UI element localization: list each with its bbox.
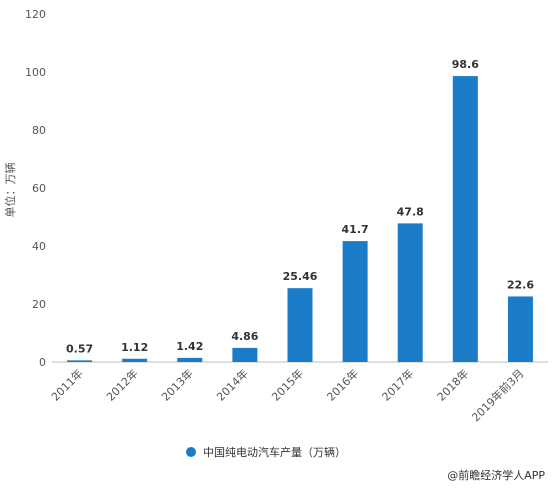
- y-tick-label: 20: [32, 298, 46, 311]
- x-tick-label: 2018年: [434, 366, 471, 403]
- y-tick-label: 40: [32, 240, 46, 253]
- x-tick-label: 2015年: [269, 366, 306, 403]
- source-credit: @前瞻经济学人APP: [447, 469, 545, 482]
- data-label: 4.86: [231, 330, 258, 343]
- data-label: 41.7: [342, 223, 369, 236]
- bar: [342, 241, 368, 362]
- data-label: 0.57: [66, 342, 93, 355]
- x-tick-label: 2014年: [214, 366, 251, 403]
- bar: [507, 296, 533, 362]
- y-tick-label: 100: [25, 66, 46, 79]
- y-tick-label: 120: [25, 8, 46, 21]
- data-label: 1.42: [176, 340, 203, 353]
- y-tick-label: 60: [32, 182, 46, 195]
- x-tick-label: 2013年: [158, 366, 195, 403]
- x-tick-label: 2016年: [324, 366, 361, 403]
- bar: [397, 223, 423, 362]
- y-tick-label: 0: [39, 356, 46, 369]
- legend: 中国纯电动汽车产量（万辆）: [186, 444, 346, 460]
- legend-label: 中国纯电动汽车产量（万辆）: [203, 446, 346, 459]
- bar: [177, 357, 203, 362]
- data-labels: 0.57 1.12 1.42 4.86 25.46 41.7 47.8 98.6 22.6: [66, 58, 534, 355]
- data-label: 47.8: [397, 205, 424, 218]
- legend-marker: [186, 447, 196, 457]
- data-label: 1.12: [121, 341, 148, 354]
- y-axis-label: 单位：万辆: [3, 163, 17, 218]
- bar: [232, 347, 258, 362]
- y-tick-label: 80: [32, 124, 46, 137]
- data-label: 98.6: [452, 58, 479, 71]
- x-tick-label: 2011年: [48, 366, 85, 403]
- data-label: 22.6: [507, 278, 534, 291]
- bar: [452, 76, 478, 362]
- data-label: 25.46: [283, 270, 318, 283]
- bar: [67, 360, 93, 362]
- bars: [67, 76, 533, 362]
- x-tick-label: 2012年: [103, 366, 140, 403]
- bar: [287, 288, 313, 362]
- x-tick-label: 2017年: [379, 366, 416, 403]
- x-tick-label: 2019年前3月: [469, 366, 527, 424]
- bar: [122, 358, 148, 362]
